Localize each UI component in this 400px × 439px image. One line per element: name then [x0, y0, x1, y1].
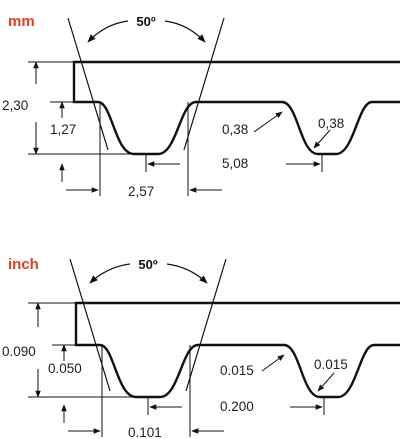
angle-label: 50º — [138, 257, 157, 272]
tip-radius-label: 0.015 — [314, 357, 348, 372]
tooth-width-label: 0.101 — [128, 425, 162, 439]
angle-line-left — [67, 17, 109, 151]
tooth-height-label: 0.050 — [48, 361, 82, 376]
total-height-label: 0.090 — [2, 344, 36, 359]
angle-arc-right — [164, 20, 206, 43]
angle-arc-right — [166, 263, 208, 284]
root-radius-label: 0.015 — [220, 363, 254, 378]
belt-profile-outline — [74, 301, 400, 399]
root-radius-leader — [253, 111, 283, 133]
tooth-height-label: 1,27 — [50, 122, 76, 137]
belt-profile-drawing: inch 50º 0.090 0.050 0.015 0.015 — [2, 256, 400, 439]
pitch-label: 0.200 — [220, 399, 254, 414]
tip-radius-leader — [317, 372, 335, 392]
belt-profile-diagram-inch: inch 50º 0.090 0.050 0.015 0.015 — [0, 245, 400, 439]
angle-arc-left — [89, 263, 131, 284]
total-height-label: 2,30 — [2, 98, 28, 113]
unit-label: mm — [8, 13, 35, 30]
belt-profile-drawing: mm 50º 2,30 1,27 0,38 0,38 — [2, 13, 400, 199]
belt-profile-diagram-mm: mm 50º 2,30 1,27 0,38 0,38 — [0, 0, 400, 210]
angle-line-left — [69, 258, 111, 392]
angle-line-right — [183, 17, 225, 151]
angle-arc-left — [87, 20, 129, 43]
pitch-label: 5,08 — [222, 156, 248, 171]
angle-label: 50º — [136, 14, 155, 29]
tip-radius-leader — [313, 129, 331, 149]
root-radius-leader — [261, 354, 285, 372]
root-radius-label: 0,38 — [222, 122, 248, 137]
angle-line-right — [185, 258, 227, 392]
tooth-width-label: 2,57 — [128, 184, 154, 199]
tip-radius-label: 0,38 — [318, 116, 344, 131]
belt-profile-outline — [72, 60, 400, 156]
unit-label: inch — [8, 256, 39, 273]
